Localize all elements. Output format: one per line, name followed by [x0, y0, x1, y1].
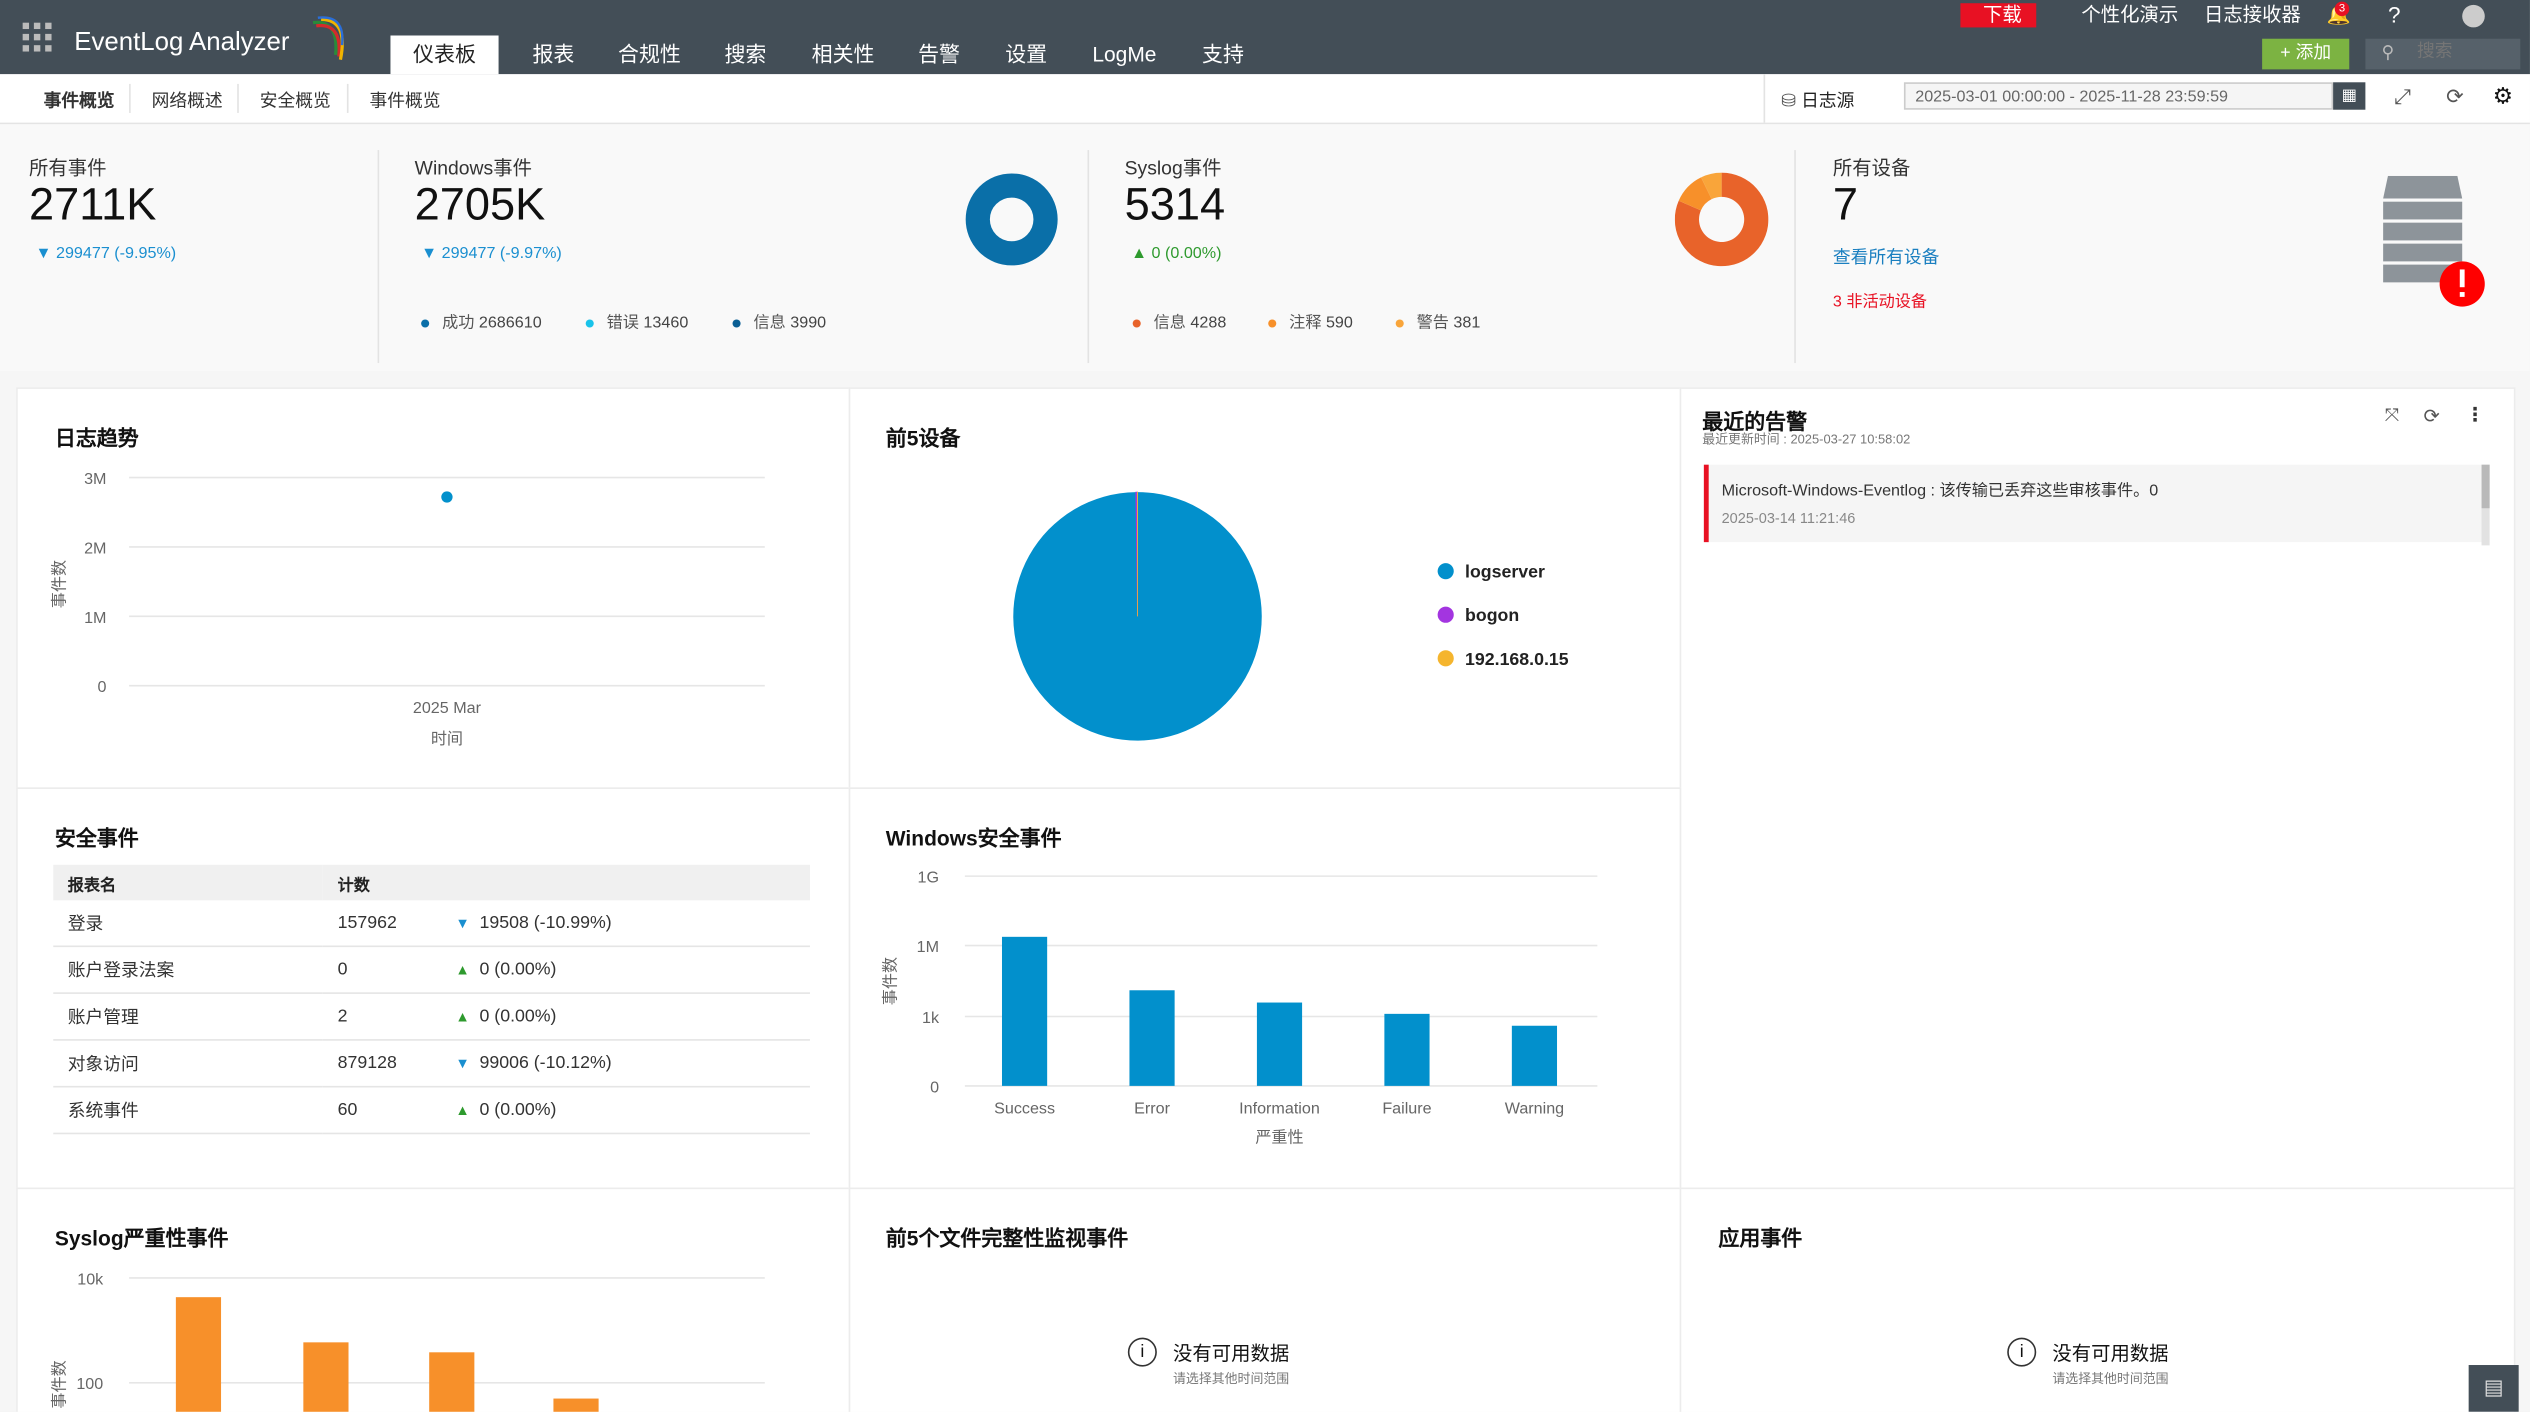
x-axis-label: 严重性	[1255, 1128, 1303, 1146]
y-tick-label: 3M	[84, 470, 106, 488]
y-tick-label: 0	[98, 678, 107, 696]
bar[interactable]	[176, 1297, 221, 1412]
x-tick-label: Success	[994, 1099, 1055, 1117]
y-tick-label: 10k	[77, 1270, 104, 1288]
y-tick-label: 1M	[84, 609, 106, 627]
bar[interactable]	[553, 1399, 598, 1412]
legend-label: 192.168.0.15	[1465, 649, 1569, 669]
x-tick-label: Information	[1239, 1099, 1320, 1117]
x-tick-label: Failure	[1382, 1099, 1431, 1117]
bar[interactable]	[1002, 937, 1047, 1086]
y-axis-label: 事件数	[51, 560, 69, 608]
y-tick-label: 0	[930, 1078, 939, 1096]
legend-dot[interactable]	[1438, 607, 1454, 623]
x-axis-label: 时间	[431, 730, 463, 748]
bar[interactable]	[303, 1342, 348, 1411]
x-tick-label: Error	[1134, 1099, 1170, 1117]
y-tick-label: 2M	[84, 539, 106, 557]
y-tick-label: 1M	[917, 938, 939, 956]
y-tick-label: 1G	[918, 869, 940, 887]
bar[interactable]	[1257, 1003, 1302, 1086]
bar[interactable]	[1512, 1026, 1557, 1086]
legend-label: logserver	[1465, 562, 1545, 582]
y-axis-label: 事件数	[51, 1360, 69, 1408]
legend-dot[interactable]	[1438, 650, 1454, 666]
bar[interactable]	[1384, 1014, 1429, 1086]
bar[interactable]	[1129, 990, 1174, 1086]
x-tick-label: Warning	[1505, 1099, 1564, 1117]
data-point[interactable]	[441, 491, 452, 502]
legend-label: bogon	[1465, 605, 1519, 625]
legend-dot[interactable]	[1438, 563, 1454, 579]
y-axis-label: 事件数	[881, 957, 899, 1005]
x-tick-label: 2025 Mar	[413, 699, 482, 717]
y-tick-label: 100	[76, 1375, 103, 1393]
bar[interactable]	[429, 1352, 474, 1412]
y-tick-label: 1k	[922, 1009, 940, 1027]
